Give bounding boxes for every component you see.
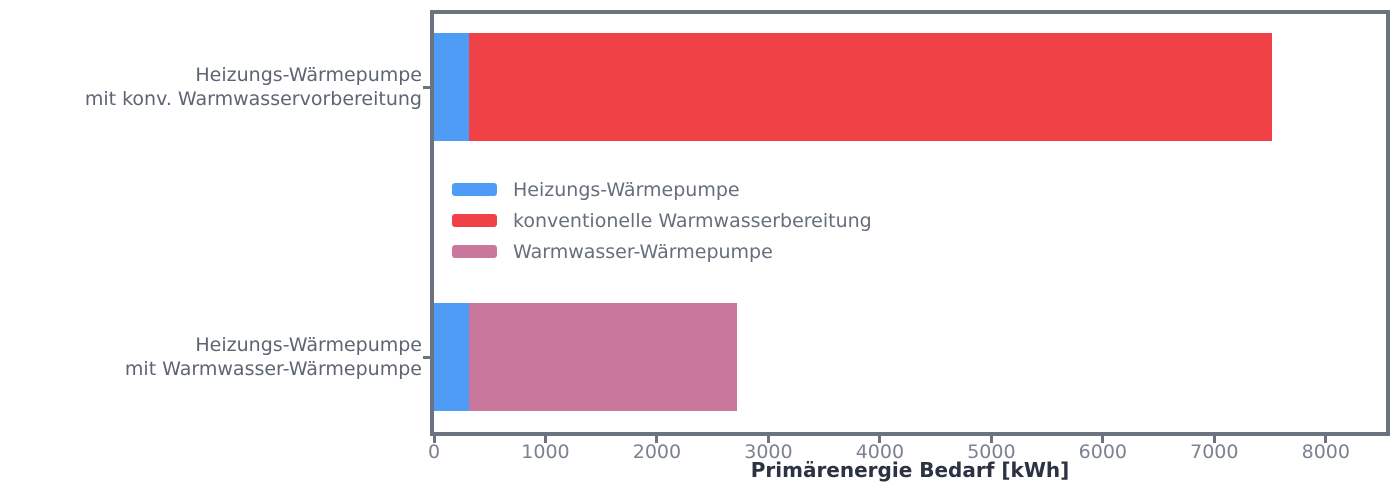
x-tick-label: 7000 [1190,441,1239,463]
y-tick-mark [423,355,430,359]
x-tick-mark [543,436,547,443]
bar-segment-warmwasser-w-rmepumpe [468,303,738,411]
y-category-label: Heizungs-Wärmepumpe mit Warmwasser-Wärmep… [124,334,422,380]
legend-swatch-icon [452,183,497,196]
x-tick-mark [1101,436,1105,443]
x-tick-mark [878,436,882,443]
bar-segment-konventionelle-warmwasserbereitung [468,33,1273,141]
x-tick-label: 3000 [744,441,793,463]
x-tick-mark [1324,436,1328,443]
x-tick-mark [766,436,770,443]
plot-inner [434,14,1386,432]
legend-entry: Warmwasser-Wärmepumpe [452,236,872,267]
x-axis-label: Primärenergie Bedarf [kWh] [750,458,1070,482]
y-tick-mark [423,85,430,89]
x-tick-label: 8000 [1301,441,1350,463]
legend-label: Warmwasser-Wärmepumpe [513,240,773,263]
legend-entry: Heizungs-Wärmepumpe [452,174,872,205]
x-tick-mark [432,436,436,443]
plot-area: Heizungs-Wärmepumpe konventionelle Warmwa… [430,10,1390,436]
x-tick-label: 2000 [632,441,682,463]
legend-entry: konventionelle Warmwasserbereitung [452,205,872,236]
x-tick-mark [1212,436,1216,443]
x-tick-label: 1000 [521,441,570,463]
legend-swatch-icon [452,245,497,258]
legend-label: konventionelle Warmwasserbereitung [513,209,872,232]
x-tick-label: 5000 [967,441,1016,463]
legend-label: Heizungs-Wärmepumpe [513,178,740,201]
legend: Heizungs-Wärmepumpe konventionelle Warmwa… [452,174,872,267]
bar-segment-heizungs-w-rmepumpe [434,33,469,141]
x-tick-mark [989,436,993,443]
x-tick-label: 4000 [855,441,905,463]
x-tick-label: 0 [427,441,441,463]
legend-swatch-icon [452,214,497,227]
y-category-label: Heizungs-Wärmepumpe mit konv. Warmwasserv… [84,64,422,110]
bar-segment-heizungs-w-rmepumpe [434,303,469,411]
x-tick-label: 6000 [1078,441,1128,463]
x-tick-mark [655,436,659,443]
